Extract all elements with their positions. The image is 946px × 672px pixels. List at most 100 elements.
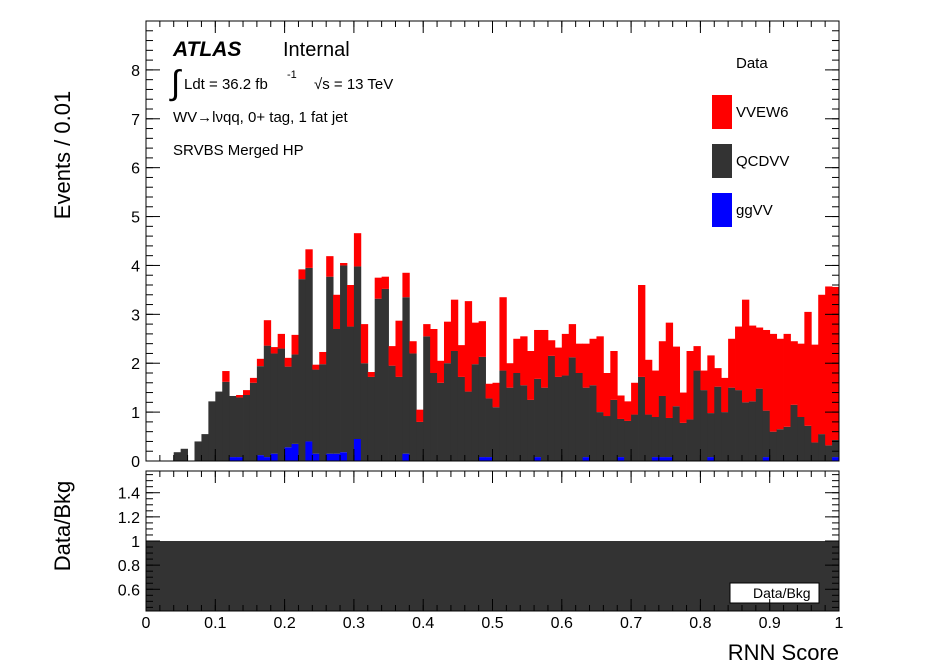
histogram-bar-vvew6 — [520, 336, 528, 386]
histogram-bar-vvew6 — [631, 382, 639, 415]
histogram-bar-vvew6 — [527, 351, 535, 400]
histogram-bar-qcdvv — [797, 417, 805, 461]
histogram-bar-qcdvv — [561, 375, 570, 461]
histogram-bar-qcdvv — [194, 441, 202, 461]
histogram-bar-vvew6 — [333, 294, 341, 329]
histogram-bar-vvew6 — [825, 286, 833, 446]
legend-label-ggvv: ggVV — [736, 202, 773, 219]
histogram-bar-vvew6 — [249, 377, 258, 383]
histogram-bar-ggvv — [707, 457, 715, 461]
histogram-bar-vvew6 — [270, 347, 279, 354]
main-axis-ticks: 0 1 2 3 4 5 6 7 8 — [131, 20, 839, 471]
histogram-bar-ggvv — [485, 457, 493, 461]
histogram-bar-qcdvv — [790, 404, 798, 461]
histogram-bar-vvew6 — [797, 343, 805, 417]
region-label: SRVBS Merged HP — [173, 142, 304, 159]
histogram-bar-qcdvv — [762, 410, 771, 458]
energy-text: √s = 13 TeV — [314, 76, 393, 93]
histogram-bar-vvew6 — [340, 263, 348, 266]
y-tick-label: 2 — [131, 356, 140, 373]
histogram-bar-vvew6 — [457, 345, 466, 377]
histogram-bar-qcdvv — [326, 276, 334, 454]
y-tick-label: 5 — [131, 210, 140, 227]
luminosity-exponent: -1 — [287, 69, 297, 81]
histogram-bar-ggvv — [762, 457, 771, 461]
histogram-bar-vvew6 — [319, 351, 327, 365]
ratio-legend-box — [729, 582, 820, 604]
histogram-bar-qcdvv — [333, 329, 341, 454]
histogram-bar-vvew6 — [658, 341, 667, 396]
histogram-bar-qcdvv — [534, 378, 542, 458]
x-tick-label: 0.2 — [273, 615, 295, 632]
histogram-bar-qcdvv — [270, 353, 279, 454]
histogram-bar-ggvv — [291, 443, 299, 461]
x-tick-label: 0.4 — [412, 615, 434, 632]
histogram-bar-ggvv — [326, 453, 334, 461]
histogram-bar-ggvv — [402, 453, 410, 461]
histogram-bar-qcdvv — [679, 422, 687, 461]
histogram-bar-vvew6 — [693, 346, 701, 371]
ratio-y-tick-label: 1 — [131, 534, 140, 551]
legend-label-vvew6: VVEW6 — [736, 104, 789, 121]
main-panel: 0 1 2 3 4 5 6 7 8 Events / 0.01 — [50, 20, 840, 471]
histogram-bar-ggvv — [312, 453, 320, 461]
legend: Data VVEW6 QCDVV ggVV — [712, 55, 789, 227]
x-tick-label: 0.5 — [481, 615, 503, 632]
histogram-bar-ggvv — [284, 447, 292, 461]
histogram-bar-qcdvv — [201, 434, 209, 461]
histogram-bar-vvew6 — [721, 377, 729, 413]
histogram-bar-qcdvv — [547, 355, 556, 461]
histogram-bar-qcdvv — [464, 391, 473, 461]
histogram-bar-qcdvv — [617, 418, 625, 458]
histogram-bar-qcdvv — [554, 376, 563, 461]
histogram-bar-vvew6 — [700, 370, 708, 391]
histogram-bar-vvew6 — [707, 355, 715, 414]
histogram-bar-qcdvv — [582, 387, 590, 458]
histogram-bar-qcdvv — [450, 351, 459, 461]
histogram-bar-qcdvv — [700, 390, 708, 461]
histogram-bar-vvew6 — [534, 329, 542, 379]
histogram-bar-qcdvv — [291, 354, 299, 444]
histogram-bar-vvew6 — [741, 299, 750, 403]
histogram-bar-qcdvv — [249, 382, 258, 461]
histogram-bar-vvew6 — [471, 322, 480, 365]
histogram-bar-vvew6 — [312, 364, 320, 370]
ratio-y-tick-label: 1.2 — [118, 510, 140, 527]
histogram-bar-qcdvv — [284, 366, 292, 448]
histogram-bar-vvew6 — [610, 351, 618, 400]
histogram-bar-qcdvv — [256, 366, 265, 456]
histogram-bar-qcdvv — [672, 406, 681, 461]
histogram-bar-vvew6 — [818, 294, 826, 435]
histogram-bar-qcdvv — [243, 395, 251, 461]
histogram-bar-vvew6 — [672, 346, 681, 407]
histogram-bar-qcdvv — [603, 416, 611, 461]
histogram-bar-qcdvv — [492, 407, 500, 461]
y-tick-label: 8 — [131, 63, 140, 80]
histogram-bar-qcdvv — [395, 376, 403, 461]
histogram-bar-vvew6 — [395, 320, 403, 377]
histogram-bar-qcdvv — [832, 439, 840, 458]
histogram-bar-ggvv — [582, 457, 590, 461]
ratio-y-tick-label: 0.8 — [118, 558, 140, 575]
histogram-bar-vvew6 — [582, 343, 590, 388]
histogram-bar-vvew6 — [665, 322, 674, 418]
histogram-bar-vvew6 — [783, 333, 791, 427]
legend-swatch-vvew6 — [712, 95, 732, 129]
x-tick-label: 0.3 — [343, 615, 365, 632]
histogram-bar-qcdvv — [409, 353, 417, 461]
histogram-bar-vvew6 — [617, 395, 625, 419]
y-tick-label: 6 — [131, 161, 140, 178]
histogram-bar-vvew6 — [360, 324, 369, 364]
histogram-bar-vvew6 — [513, 338, 521, 373]
histogram-bar-qcdvv — [263, 345, 272, 458]
histogram-bar-qcdvv — [783, 426, 791, 461]
histogram-bar-vvew6 — [367, 372, 376, 377]
histogram-bar-vvew6 — [443, 321, 452, 364]
histogram-bar-vvew6 — [263, 320, 272, 346]
histogram-bar-qcdvv — [388, 365, 396, 461]
channel-label: WV→lνqq, 0+ tag, 1 fat jet — [173, 109, 349, 126]
x-tick-label: 0.1 — [204, 615, 226, 632]
histogram-bar-vvew6 — [305, 249, 313, 268]
luminosity-text: Ldt = 36.2 fb — [184, 76, 268, 93]
histogram-bar-qcdvv — [624, 420, 632, 461]
